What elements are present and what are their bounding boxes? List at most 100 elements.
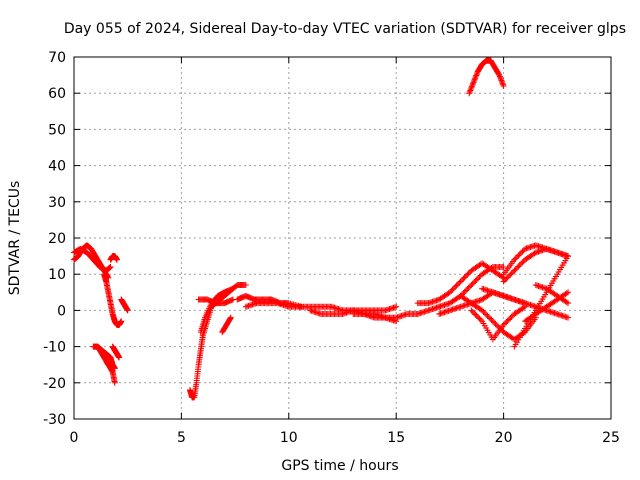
data-point bbox=[475, 275, 482, 282]
data-point bbox=[454, 281, 461, 288]
data-point bbox=[519, 248, 526, 255]
series-arc-c bbox=[101, 271, 125, 328]
data-point bbox=[113, 256, 120, 263]
series-arc-h bbox=[109, 343, 123, 361]
data-point bbox=[512, 255, 519, 262]
series-arc-m bbox=[208, 282, 249, 310]
data-point bbox=[468, 307, 475, 314]
data-point bbox=[501, 277, 508, 284]
data-point bbox=[500, 81, 507, 88]
data-point bbox=[497, 74, 504, 81]
data-point bbox=[464, 271, 471, 278]
data-point bbox=[471, 76, 478, 83]
data-point bbox=[509, 268, 516, 275]
y-tick-label: 60 bbox=[48, 86, 66, 102]
data-point bbox=[508, 270, 515, 277]
data-point bbox=[461, 288, 468, 295]
data-point bbox=[498, 78, 505, 85]
data-point bbox=[463, 273, 470, 280]
x-tick-label: 15 bbox=[387, 430, 405, 446]
series-arc-e bbox=[118, 296, 131, 314]
data-point bbox=[515, 263, 522, 270]
data-point bbox=[469, 308, 476, 315]
data-point bbox=[476, 315, 483, 322]
data-point bbox=[565, 253, 572, 260]
data-point bbox=[516, 251, 523, 258]
x-tick-label: 5 bbox=[177, 430, 186, 446]
data-point bbox=[469, 80, 476, 87]
data-point bbox=[449, 286, 456, 293]
x-tick-label: 25 bbox=[602, 430, 620, 446]
data-point bbox=[242, 282, 249, 289]
data-point bbox=[463, 287, 470, 294]
series-arc-b bbox=[71, 245, 114, 274]
axis-ticks: 0 5 10 15 20 25 -30 -20 -10 0 10 20 30 40 50 60 70 bbox=[43, 50, 620, 446]
data-point bbox=[531, 250, 538, 257]
data-point bbox=[565, 314, 572, 321]
data-point bbox=[227, 314, 234, 321]
data-point bbox=[465, 284, 472, 291]
series-arc-d bbox=[107, 253, 120, 263]
y-tick-label: -30 bbox=[43, 412, 66, 428]
data-point bbox=[448, 287, 455, 294]
data-point bbox=[518, 249, 525, 256]
data-point bbox=[489, 318, 496, 325]
series-arc-o bbox=[242, 300, 303, 310]
data-point bbox=[481, 310, 488, 317]
data-point bbox=[118, 318, 125, 325]
data-point bbox=[111, 379, 118, 386]
x-tick-label: 20 bbox=[495, 430, 513, 446]
series-arc-w bbox=[468, 303, 529, 343]
data-point bbox=[116, 354, 123, 361]
data-point bbox=[473, 312, 480, 319]
series-arc-x bbox=[479, 285, 572, 321]
data-point bbox=[393, 303, 400, 310]
series-arc-l bbox=[219, 314, 234, 336]
data-point bbox=[473, 276, 480, 283]
data-point bbox=[453, 282, 460, 289]
data-point bbox=[471, 77, 478, 84]
data-point bbox=[471, 310, 478, 317]
data-point bbox=[519, 259, 526, 266]
data-point bbox=[473, 72, 480, 79]
data-point bbox=[514, 264, 521, 271]
series-arc-ad bbox=[466, 57, 507, 97]
data-point bbox=[501, 320, 508, 327]
series-arc-s bbox=[414, 260, 507, 307]
data-point bbox=[469, 82, 476, 89]
y-tick-label: 30 bbox=[48, 195, 66, 211]
data-point bbox=[456, 279, 463, 286]
data-point bbox=[479, 307, 486, 314]
data-point bbox=[467, 86, 474, 93]
data-point bbox=[563, 290, 570, 297]
data-point bbox=[496, 72, 503, 79]
data-point bbox=[492, 320, 499, 327]
data-point bbox=[515, 252, 522, 259]
data-point bbox=[475, 314, 482, 321]
data-point bbox=[477, 316, 484, 323]
data-point bbox=[493, 322, 500, 329]
x-tick-label: 10 bbox=[280, 430, 298, 446]
x-axis-label: GPS time / hours bbox=[281, 458, 398, 474]
data-point bbox=[472, 277, 479, 284]
data-point bbox=[504, 317, 511, 324]
data-point bbox=[499, 80, 506, 87]
data-point bbox=[565, 289, 572, 296]
data-point bbox=[472, 75, 479, 82]
data-point bbox=[446, 289, 453, 296]
data-point bbox=[466, 88, 473, 95]
data-point bbox=[461, 274, 468, 281]
data-point bbox=[563, 299, 570, 306]
data-point bbox=[476, 273, 483, 280]
y-tick-label: -10 bbox=[43, 340, 66, 356]
data-point bbox=[488, 264, 495, 271]
grid-lines bbox=[74, 57, 611, 419]
data-point bbox=[468, 84, 475, 91]
data-point bbox=[514, 254, 521, 261]
data-point bbox=[500, 82, 507, 89]
x-tick-label: 0 bbox=[70, 430, 79, 446]
data-point bbox=[464, 286, 471, 293]
data-point bbox=[500, 278, 507, 285]
data-point bbox=[107, 263, 114, 270]
